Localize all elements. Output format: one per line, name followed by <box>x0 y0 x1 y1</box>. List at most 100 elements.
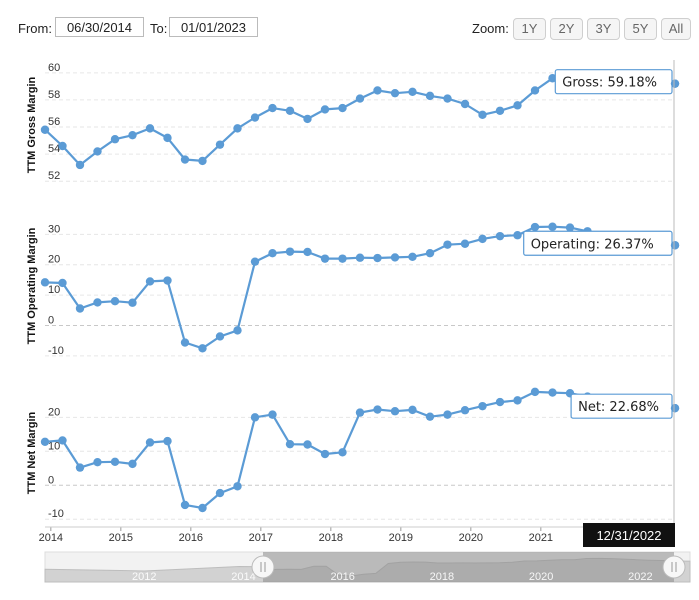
data-point[interactable] <box>285 247 295 256</box>
data-point[interactable] <box>128 459 137 469</box>
data-point[interactable] <box>460 406 470 415</box>
navigator-left-handle[interactable] <box>251 555 275 579</box>
navigator-right-handle[interactable] <box>662 555 686 579</box>
data-point[interactable] <box>285 106 295 115</box>
data-point[interactable] <box>75 160 85 170</box>
data-point[interactable] <box>163 133 172 143</box>
data-point[interactable] <box>163 436 172 446</box>
data-point[interactable] <box>320 254 330 263</box>
data-point[interactable] <box>180 338 190 347</box>
data-point[interactable] <box>145 124 155 133</box>
data-point[interactable] <box>408 252 417 262</box>
data-point[interactable] <box>128 130 137 140</box>
data-point[interactable] <box>75 304 85 313</box>
data-point[interactable] <box>460 99 470 109</box>
data-point[interactable] <box>408 405 417 415</box>
data-point[interactable] <box>250 257 260 266</box>
data-point[interactable] <box>320 449 330 459</box>
data-point[interactable] <box>145 438 155 447</box>
data-point[interactable] <box>373 405 382 414</box>
data-point[interactable] <box>303 247 312 257</box>
data-point[interactable] <box>513 231 522 240</box>
zoom-2y-button[interactable]: 2Y <box>550 18 583 40</box>
data-point[interactable] <box>425 91 435 101</box>
data-point[interactable] <box>145 277 155 286</box>
data-point[interactable] <box>478 401 487 411</box>
data-point[interactable] <box>268 410 277 419</box>
data-point[interactable] <box>565 223 575 232</box>
data-point[interactable] <box>93 147 102 156</box>
data-point[interactable] <box>40 125 50 134</box>
data-point[interactable] <box>268 103 277 113</box>
data-point[interactable] <box>250 413 260 422</box>
data-point[interactable] <box>215 140 225 149</box>
data-point[interactable] <box>40 278 50 287</box>
data-point[interactable] <box>530 222 540 232</box>
data-point[interactable] <box>443 240 452 249</box>
data-point[interactable] <box>338 448 347 457</box>
data-point[interactable] <box>355 408 365 417</box>
data-point[interactable] <box>233 124 242 133</box>
data-point[interactable] <box>93 298 102 307</box>
data-point[interactable] <box>180 500 190 510</box>
data-point[interactable] <box>373 86 382 95</box>
data-point[interactable] <box>495 231 505 241</box>
data-point[interactable] <box>390 253 400 262</box>
data-point[interactable] <box>373 253 382 263</box>
data-point[interactable] <box>198 156 207 166</box>
data-point[interactable] <box>110 297 120 306</box>
data-point[interactable] <box>180 155 190 164</box>
navigator-selection[interactable] <box>263 552 674 582</box>
data-point[interactable] <box>460 239 470 248</box>
data-point[interactable] <box>215 488 225 498</box>
zoom-all-button[interactable]: All <box>661 18 691 40</box>
data-point[interactable] <box>390 407 400 416</box>
data-point[interactable] <box>58 436 67 445</box>
data-point[interactable] <box>390 88 400 98</box>
to-date-input[interactable]: 01/01/2023 <box>169 17 258 37</box>
zoom-5y-button[interactable]: 5Y <box>624 18 657 40</box>
data-point[interactable] <box>495 397 505 407</box>
zoom-3y-button[interactable]: 3Y <box>587 18 620 40</box>
data-point[interactable] <box>478 110 487 120</box>
data-point[interactable] <box>548 74 557 83</box>
data-point[interactable] <box>513 101 522 110</box>
data-point[interactable] <box>40 437 50 446</box>
data-point[interactable] <box>163 276 172 285</box>
data-point[interactable] <box>425 412 435 421</box>
data-point[interactable] <box>303 114 312 124</box>
data-point[interactable] <box>233 482 242 491</box>
data-point[interactable] <box>110 457 120 467</box>
data-point[interactable] <box>355 94 365 103</box>
data-point[interactable] <box>425 248 435 258</box>
data-point[interactable] <box>495 106 505 115</box>
data-point[interactable] <box>110 135 120 144</box>
zoom-1y-button[interactable]: 1Y <box>513 18 546 40</box>
data-point[interactable] <box>303 440 312 449</box>
data-point[interactable] <box>530 86 540 95</box>
navigator[interactable]: 2012 2014 2016 2018 2020 2022 <box>44 551 691 583</box>
data-point[interactable] <box>58 141 67 151</box>
data-point[interactable] <box>338 103 347 113</box>
from-date-input[interactable]: 06/30/2014 <box>55 17 144 37</box>
data-point[interactable] <box>478 234 487 244</box>
data-point[interactable] <box>233 326 242 335</box>
data-point[interactable] <box>128 298 137 307</box>
data-point[interactable] <box>198 344 207 353</box>
data-point[interactable] <box>338 254 347 263</box>
data-point[interactable] <box>355 253 365 262</box>
data-point[interactable] <box>285 439 295 449</box>
data-point[interactable] <box>75 463 85 472</box>
data-point[interactable] <box>443 94 452 103</box>
data-point[interactable] <box>443 410 452 419</box>
data-point[interactable] <box>215 332 225 341</box>
data-point[interactable] <box>408 87 417 97</box>
data-point[interactable] <box>548 222 557 231</box>
data-point[interactable] <box>530 387 540 397</box>
data-point[interactable] <box>268 248 277 258</box>
data-point[interactable] <box>198 503 207 513</box>
data-point[interactable] <box>320 105 330 114</box>
data-point[interactable] <box>58 278 67 288</box>
data-point[interactable] <box>93 457 102 467</box>
